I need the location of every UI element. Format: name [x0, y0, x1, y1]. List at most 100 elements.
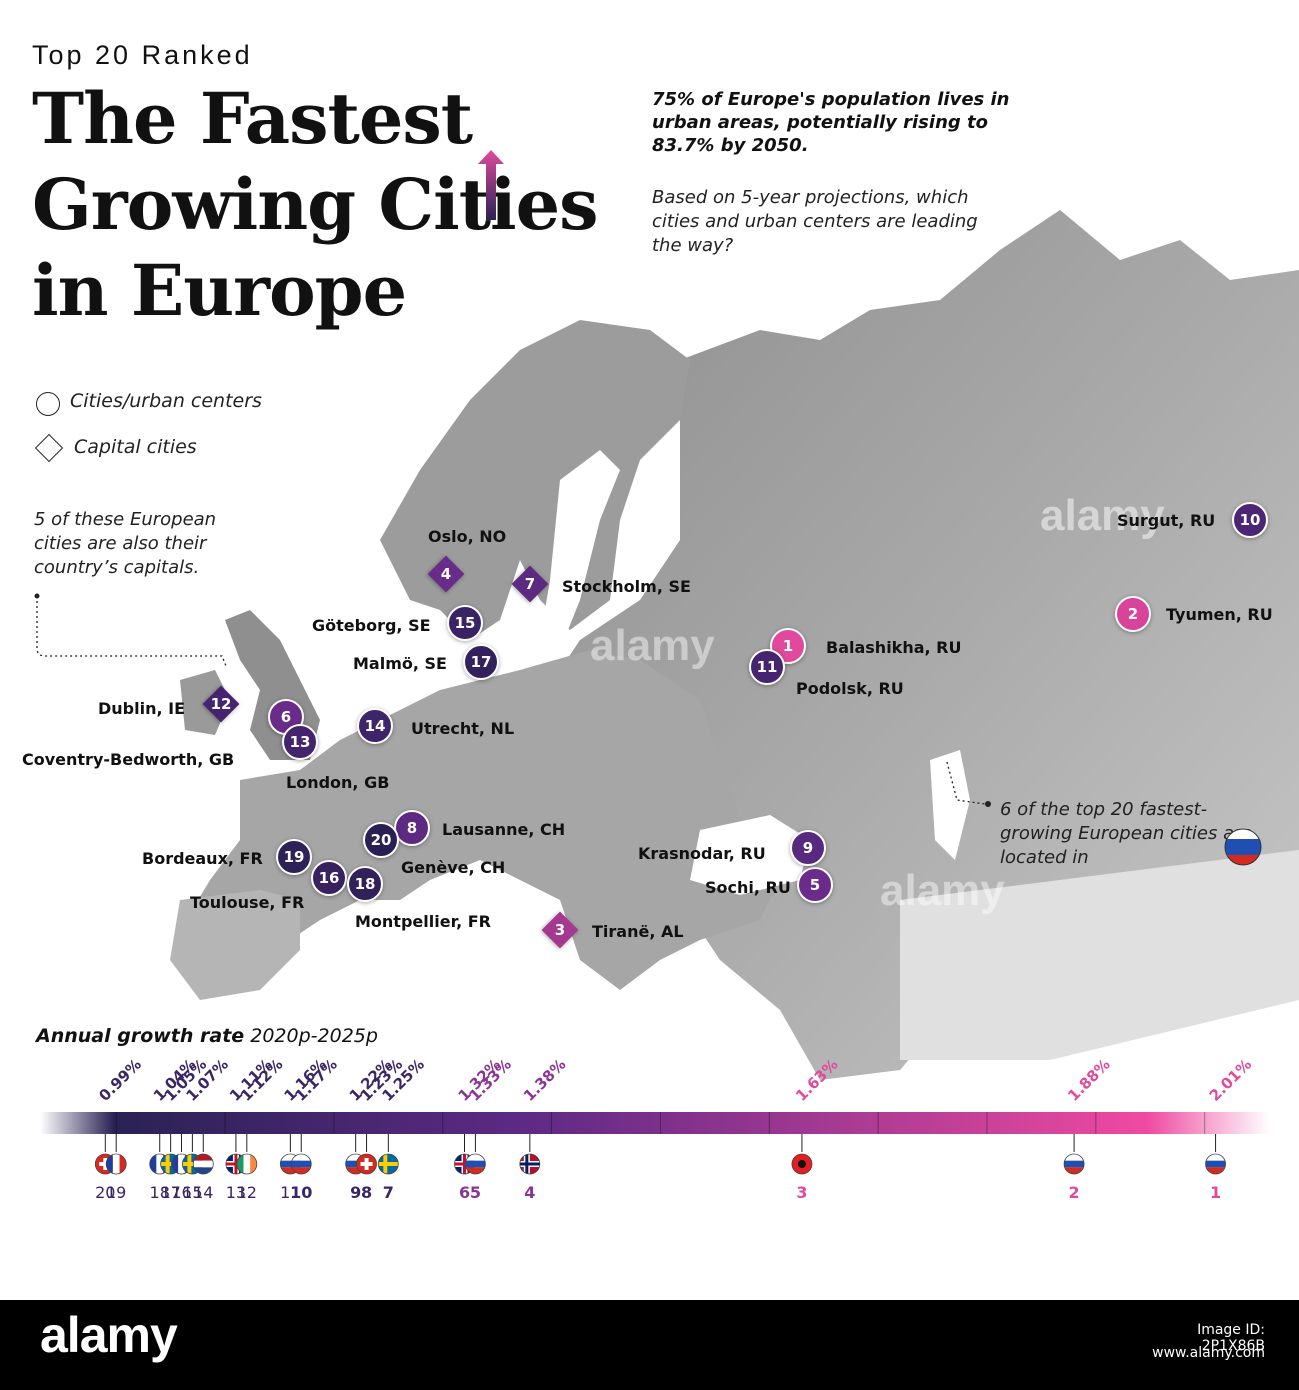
city-circle: [797, 867, 833, 903]
city-rank: 7: [524, 575, 536, 593]
watermark: alamy: [1040, 491, 1165, 540]
albania-flag-icon: [791, 1153, 813, 1175]
rank-label: 14: [193, 1183, 213, 1202]
city-rank: 12: [210, 695, 232, 713]
city-circle: [1115, 596, 1151, 632]
city-marker-15[interactable]: 15: [447, 605, 483, 641]
city-marker-12[interactable]: 12: [202, 685, 240, 723]
city-rank: 1: [782, 637, 794, 655]
city-marker-16[interactable]: 16: [311, 860, 347, 896]
city-marker-7[interactable]: 7: [511, 565, 549, 603]
alamy-logo: alamy: [40, 1307, 178, 1363]
city-marker-17[interactable]: 17: [463, 644, 499, 680]
city-marker-11[interactable]: 11: [749, 649, 785, 685]
city-rank: 11: [756, 658, 778, 676]
city-marker-9[interactable]: 9: [790, 830, 826, 866]
title-line-2: Growing Cities: [32, 163, 599, 246]
russia-flag-icon: [290, 1153, 312, 1175]
city-label: Tiranë, AL: [592, 922, 684, 941]
rank-label: 13: [226, 1183, 246, 1202]
rank-label: 10: [290, 1183, 312, 1202]
city-rank: 19: [283, 848, 305, 866]
city-label: Bordeaux, FR: [142, 849, 263, 868]
black-sea: [690, 815, 810, 895]
image-id: Image ID: 2P1X86B: [1197, 1322, 1265, 1354]
rank-label: 19: [106, 1183, 126, 1202]
city-label: Malmö, SE: [353, 654, 447, 673]
rank-label: 20: [95, 1183, 115, 1202]
city-circle: [282, 724, 318, 760]
sweden-flag-icon: [377, 1153, 399, 1175]
rank-label: 6: [459, 1183, 470, 1202]
city-label: Podolsk, RU: [796, 679, 904, 698]
continental-europe-landmass: [180, 650, 790, 990]
city-rank: 20: [370, 831, 392, 849]
netherlands-flag-icon: [192, 1153, 214, 1175]
city-label: Lausanne, CH: [442, 820, 566, 839]
city-rank: 13: [289, 733, 311, 751]
city-label: Utrecht, NL: [411, 719, 515, 738]
rank-label: 7: [383, 1183, 394, 1202]
watermark: alamy: [590, 621, 715, 670]
city-label: Tyumen, RU: [1166, 605, 1273, 624]
city-label: Coventry-Bedworth, GB: [22, 750, 235, 769]
city-marker-14[interactable]: 14: [357, 708, 393, 744]
city-label: Stockholm, SE: [562, 577, 691, 596]
rank-label: 4: [524, 1183, 535, 1202]
city-rank: 6: [280, 708, 292, 726]
city-marker-4[interactable]: 4: [427, 555, 465, 593]
norway-flag-icon: [519, 1153, 541, 1175]
city-circle: [790, 830, 826, 866]
rank-label: 15: [182, 1183, 202, 1202]
rate-label: 1.63%: [792, 1055, 842, 1105]
city-circle: [311, 860, 347, 896]
russia-note-connector: [946, 761, 991, 807]
rank-label: 17: [160, 1183, 180, 1202]
chart-point-rank-19: 19: [105, 1134, 127, 1202]
rank-label: 9: [350, 1183, 361, 1202]
city-label: Dublin, IE: [98, 699, 186, 718]
city-rank: 8: [406, 819, 418, 837]
rank-label: 16: [171, 1183, 191, 1202]
city-marker-3[interactable]: 3: [541, 911, 579, 949]
caspian-sea: [930, 750, 970, 860]
city-rank: 5: [809, 876, 821, 894]
city-label: Montpellier, FR: [355, 912, 491, 931]
rank-label: 3: [796, 1183, 807, 1202]
city-label: Toulouse, FR: [190, 893, 305, 912]
city-marker-18[interactable]: 18: [347, 866, 383, 902]
page-title: The Fastest Growing Cities in Europe: [32, 76, 599, 334]
city-circle: [276, 839, 312, 875]
russia-flag-icon: [1063, 1153, 1085, 1175]
asia-fade: [900, 850, 1299, 1060]
chart-point-rank-14: 14: [192, 1134, 214, 1202]
city-marker-10[interactable]: 10: [1232, 502, 1268, 538]
city-label: Oslo, NO: [428, 527, 507, 546]
city-marker-20[interactable]: 20: [363, 822, 399, 858]
city-label: Surgut, RU: [1117, 511, 1216, 530]
city-rank: 3: [554, 921, 566, 939]
city-marker-13[interactable]: 13: [282, 724, 318, 760]
city-marker-5[interactable]: 5: [797, 867, 833, 903]
city-circle: [363, 822, 399, 858]
city-marker-19[interactable]: 19: [276, 839, 312, 875]
city-rank: 18: [354, 875, 376, 893]
city-marker-2[interactable]: 2: [1115, 596, 1151, 632]
scandinavia-landmass: [380, 320, 690, 640]
iberia-landmass: [170, 890, 300, 1000]
city-rank: 9: [802, 839, 814, 857]
city-rank: 15: [454, 614, 476, 632]
rank-label: 11: [280, 1183, 300, 1202]
ireland-flag-icon: [236, 1153, 258, 1175]
russia-flag-icon: [1205, 1153, 1226, 1175]
city-circle: [1232, 502, 1268, 538]
rank-label: 2: [1069, 1183, 1080, 1202]
watermark: alamy: [880, 866, 1005, 915]
city-label: Sochi, RU: [705, 878, 791, 897]
city-circle: [357, 708, 393, 744]
russia-flag-icon: [464, 1153, 486, 1175]
footer: [0, 1300, 1299, 1390]
city-marker-8[interactable]: 8: [394, 810, 430, 846]
rank-label: 12: [237, 1183, 257, 1202]
